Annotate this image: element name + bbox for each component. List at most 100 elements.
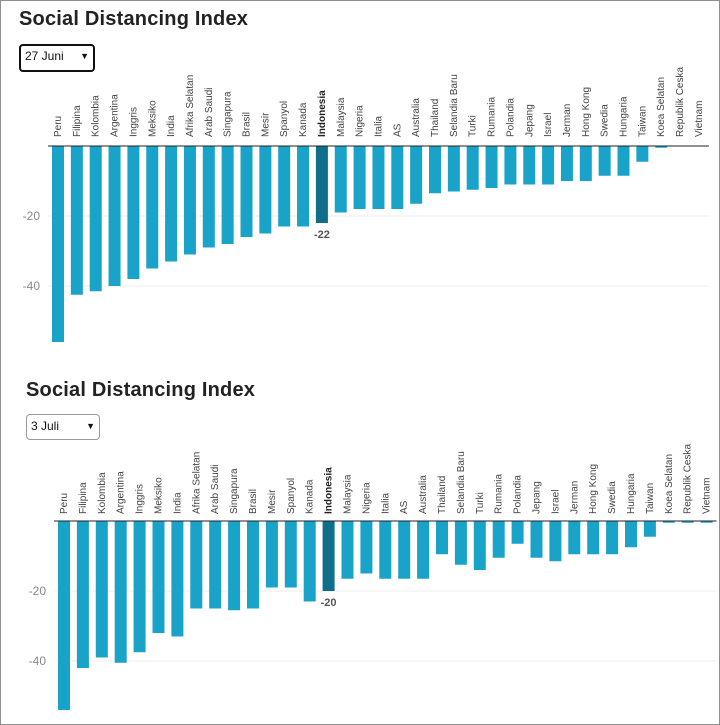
category-label: Peru [53, 116, 64, 137]
bar-filipina [76, 521, 89, 668]
bar-rumania [485, 146, 498, 188]
chevron-down-icon: ▼ [80, 51, 89, 61]
bar-turki [466, 146, 479, 190]
panel-2: Social Distancing Index 3 Juli ▼ -20 -40 P… [1, 371, 719, 724]
bar-india [165, 146, 178, 262]
y-tick-label: -20 [29, 584, 47, 598]
category-label: Indonesia [317, 90, 328, 137]
bar-hong-kong [579, 146, 592, 181]
category-label: Rumania [494, 474, 505, 514]
category-label: Brasil [242, 112, 253, 137]
bar-kolombia [89, 146, 102, 292]
data-label-indonesia: -20 [321, 597, 337, 609]
bar-as [391, 146, 404, 209]
chart-title: Social Distancing Index [26, 379, 256, 401]
bar-nigeria [353, 146, 366, 209]
category-label: Thailand [430, 99, 441, 137]
panel-1: Social Distancing Index 27 Juni ▼ -20 -40… [1, 1, 719, 371]
bar-chart: -20 -40 Peru Filipina Kolombia Argentina Inggr… [29, 444, 717, 710]
category-label: Koea Selatan [656, 77, 667, 137]
category-label: Turki [475, 492, 486, 514]
date-dropdown[interactable]: 3 Juli ▼ [26, 414, 100, 440]
bar-taiwan [643, 521, 656, 537]
category-label: Argentina [110, 94, 121, 137]
category-label: Taiwan [637, 106, 648, 137]
bar-afrika-selatan [183, 146, 196, 255]
bar-koea-selatan [662, 521, 675, 523]
category-label: Singapura [223, 91, 234, 137]
bar-swedia [606, 521, 619, 555]
category-label: Arab Saudi [204, 88, 215, 137]
category-label: Koea Selatan [664, 454, 675, 514]
category-label: Mesir [267, 489, 278, 514]
bar-inggris [127, 146, 140, 279]
bar-italia [379, 521, 392, 579]
data-label-indonesia: -22 [314, 229, 330, 241]
category-label: Kolombia [97, 472, 108, 514]
category-label: Inggris [128, 107, 139, 137]
category-label: Kolombia [91, 95, 102, 137]
date-dropdown-value: 3 Juli [31, 419, 60, 433]
bar-swedia [598, 146, 611, 176]
category-label: Filipina [72, 105, 83, 137]
category-label: Filipina [78, 482, 89, 514]
category-label: Meksiko [154, 477, 165, 514]
category-label: Jerman [562, 104, 573, 137]
date-dropdown[interactable]: 27 Juni ▼ [19, 44, 95, 72]
bar-kanada [297, 146, 310, 227]
bar-australia [417, 521, 430, 579]
bar-polandia [511, 521, 524, 544]
bar-italia [372, 146, 385, 209]
category-label: Indonesia [324, 467, 335, 514]
category-label: Jerman [569, 481, 580, 514]
bar-rumania [492, 521, 505, 558]
category-label: Hong Kong [588, 464, 599, 514]
category-label: Italia [373, 115, 384, 137]
bar-jerman [568, 521, 581, 555]
bar-argentina [108, 146, 121, 286]
bar-spanyol [284, 521, 297, 588]
bar-afrika-selatan [190, 521, 203, 609]
category-label: Italia [380, 492, 391, 514]
category-label: AS [392, 123, 403, 137]
bar-filipina [70, 146, 83, 295]
category-label: Republik Ceska [683, 444, 694, 514]
category-label: Swedia [600, 104, 611, 137]
category-label: Arab Saudi [210, 465, 221, 514]
category-label: Israel [550, 490, 561, 514]
bar-malaysia [334, 146, 347, 213]
category-label: Thailand [437, 476, 448, 514]
category-label: Singapura [229, 468, 240, 514]
category-label: Nigeria [361, 482, 372, 514]
category-label: Vietnam [702, 477, 713, 514]
category-label: Hong Kong [581, 87, 592, 137]
bar-chart: -20 -40 Peru Filipina Kolombia Argentina Inggr… [23, 67, 709, 342]
bar-meksiko [146, 146, 159, 269]
category-label: Kanada [298, 102, 309, 137]
category-label: Hungaria [619, 96, 630, 137]
bar-kolombia [95, 521, 108, 658]
bar-indonesia [322, 521, 335, 591]
category-label: Spanyol [279, 101, 290, 137]
category-label: Swedia [607, 481, 618, 514]
bar-hong-kong [587, 521, 600, 555]
date-dropdown-value: 27 Juni [25, 49, 64, 63]
category-label: Meksiko [147, 100, 158, 137]
bar-australia [410, 146, 423, 204]
category-label: Selandia Baru [449, 74, 460, 137]
bar-turki [473, 521, 486, 570]
bar-jepang [530, 521, 543, 558]
bar-vietnam [700, 521, 713, 523]
chevron-down-icon: ▼ [86, 421, 95, 431]
category-label: Jepang [532, 481, 543, 514]
bar-brasil [240, 146, 253, 237]
bar-spanyol [278, 146, 291, 227]
category-label: Polandia [513, 475, 524, 514]
category-label: Israel [543, 113, 554, 137]
bar-taiwan [636, 146, 649, 162]
category-label: Brasil [248, 489, 259, 514]
category-label: Kanada [305, 479, 316, 514]
bar-arab-saudi [209, 521, 222, 609]
bar-nigeria [360, 521, 373, 574]
